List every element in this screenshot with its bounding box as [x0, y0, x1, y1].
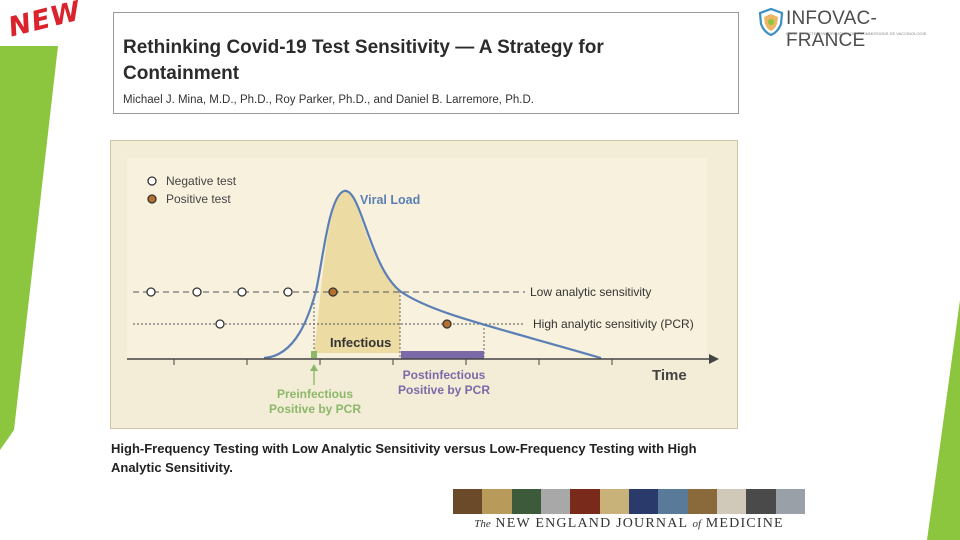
article-title: Rethinking Covid-19 Test Sensitivity — A…	[123, 37, 604, 84]
legend-positive-marker	[147, 194, 157, 204]
preinfectious-band	[311, 351, 317, 358]
new-badge-text: NEW	[5, 0, 85, 44]
preinfectious-label: Preinfectious	[277, 387, 353, 401]
legend-negative-label: Negative test	[166, 174, 237, 188]
postinfectious-band	[401, 351, 484, 359]
viral-load-curve	[263, 189, 602, 360]
negative-test-dot	[146, 287, 156, 297]
logo-tagline: LIGNE DIRECTE D'INFORMATION DES COMMISSI…	[786, 31, 927, 36]
infovac-logo: INFOVAC-FRANCE LIGNE DIRECTE D'INFORMATI…	[758, 8, 954, 51]
logo-name: INFOVAC-FRANCE	[786, 8, 877, 51]
right-green-sliver	[927, 300, 960, 540]
negative-test-dot	[283, 287, 293, 297]
positive-test-dot	[328, 287, 338, 297]
postinfectious-label: Postinfectious	[403, 368, 486, 382]
positive-test-dot	[442, 319, 452, 329]
negative-test-dot	[192, 287, 202, 297]
nejm-wordmark: The NEW ENGLAND JOURNAL of MEDICINE	[453, 516, 805, 532]
nejm-the: The	[474, 518, 491, 530]
postinfectious-pcr-label: Positive by PCR	[398, 383, 490, 397]
infectious-label: Infectious	[330, 335, 391, 350]
high-sensitivity-label: High analytic sensitivity (PCR)	[533, 317, 694, 331]
new-badge: NEW	[0, 0, 84, 46]
article-authors: Michael J. Mina, M.D., Ph.D., Roy Parker…	[123, 94, 534, 106]
negative-test-dot	[215, 319, 225, 329]
nejm-main: NEW ENGLAND JOURNAL	[495, 516, 688, 531]
nejm-image-strip	[453, 489, 805, 514]
figure-caption: High-Frequency Testing with Low Analytic…	[111, 441, 697, 475]
test-sensitivity-diagram: Negative test Positive test Viral Load L…	[110, 140, 738, 429]
shield-icon	[758, 8, 784, 36]
nejm-banner: The NEW ENGLAND JOURNAL of MEDICINE	[453, 489, 805, 534]
preinfectious-arrowhead	[310, 364, 318, 371]
legend-positive-label: Positive test	[166, 192, 231, 206]
axis-ticks	[173, 359, 613, 365]
time-axis-label: Time	[652, 367, 687, 384]
left-green-sliver	[0, 46, 58, 450]
nejm-medicine: MEDICINE	[705, 516, 784, 531]
low-sensitivity-label: Low analytic sensitivity	[530, 285, 651, 299]
viral-load-label: Viral Load	[360, 193, 420, 207]
nejm-of: of	[692, 518, 702, 530]
legend-negative-marker	[147, 176, 157, 186]
preinfectious-pcr-label: Positive by PCR	[269, 402, 361, 416]
time-arrowhead	[709, 354, 719, 364]
article-header: Rethinking Covid-19 Test Sensitivity — A…	[113, 12, 739, 114]
infectious-area	[314, 190, 400, 353]
negative-test-dot	[237, 287, 247, 297]
